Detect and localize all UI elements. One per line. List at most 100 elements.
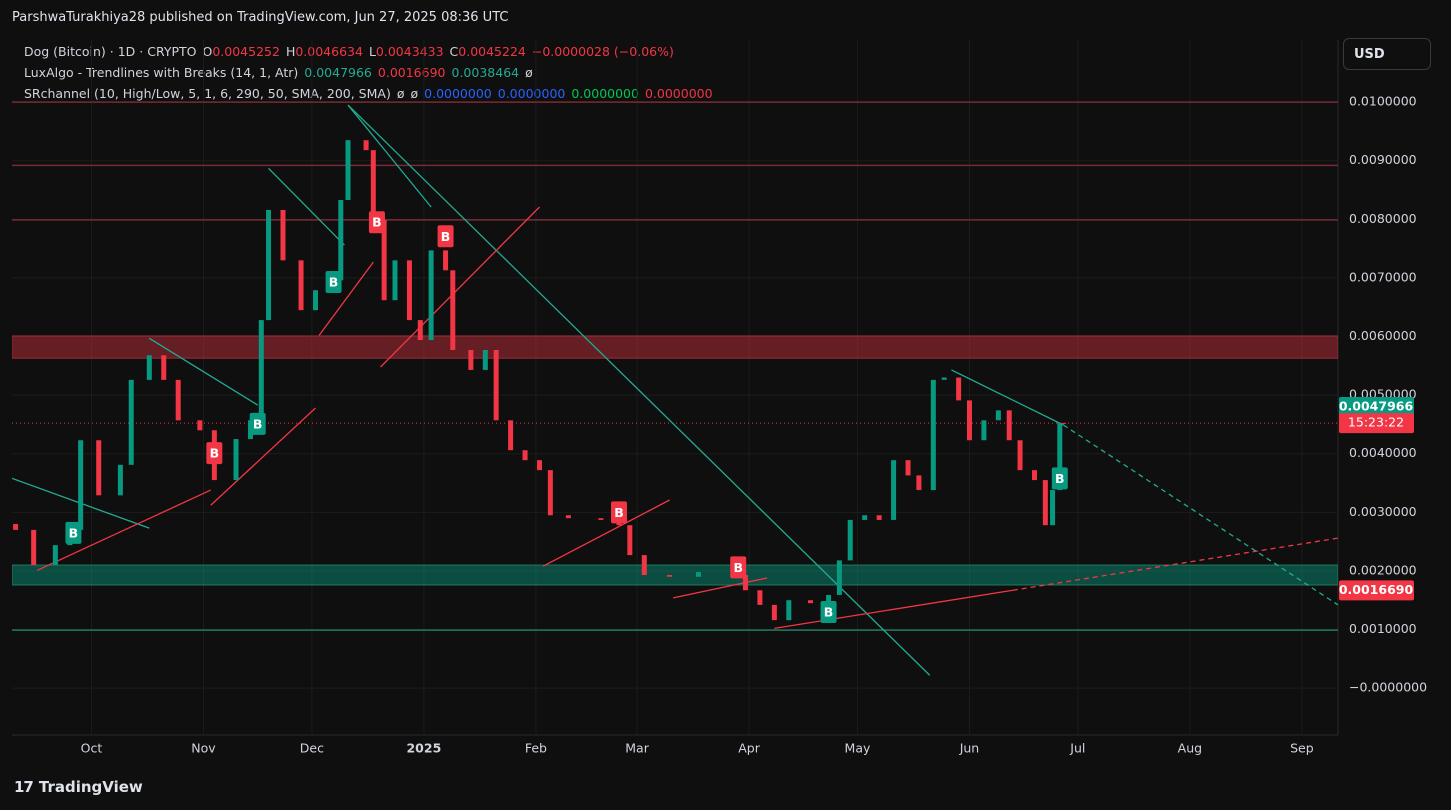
candle-body	[338, 199, 344, 281]
x-tick-label: Feb	[525, 741, 547, 756]
candle-body	[742, 575, 748, 591]
candle-body	[916, 475, 922, 491]
y-tick-label: 0.0030000	[1349, 504, 1417, 519]
legend-text: ø	[410, 86, 419, 101]
candle-body	[52, 545, 58, 566]
candle-body	[598, 518, 604, 520]
countdown: 15:23:22	[1348, 415, 1404, 430]
candle-body	[117, 464, 123, 496]
candle-body	[565, 515, 571, 519]
legend-text: 0.0000000	[497, 86, 566, 101]
candle-body	[966, 400, 972, 441]
trendline	[673, 577, 768, 599]
trendline	[1063, 424, 1338, 606]
candle-body	[1006, 410, 1012, 441]
x-tick-label: Oct	[81, 741, 103, 756]
candle-body	[280, 209, 286, 261]
candle-body	[508, 420, 514, 451]
legend-line: SRchannel (10, High/Low, 5, 1, 6, 290, 5…	[24, 86, 719, 101]
candle-body	[1057, 422, 1063, 491]
candle-body	[1042, 480, 1048, 526]
candle-body	[450, 270, 456, 350]
break-marker	[730, 556, 747, 579]
candle-body	[13, 524, 19, 530]
trendline	[774, 589, 1013, 629]
legend-text: 0.0038464	[451, 65, 520, 80]
trendline	[210, 407, 316, 506]
candle-body	[128, 379, 134, 465]
candle-body	[443, 250, 449, 271]
break-marker	[1051, 467, 1068, 490]
candle-body	[146, 355, 152, 380]
break-marker	[249, 412, 266, 435]
candle-body	[298, 260, 304, 311]
attribution: ParshwaTurakhiya28 published on TradingV…	[12, 10, 509, 25]
x-tick-label: May	[845, 741, 871, 756]
x-tick-label: Jul	[1069, 741, 1085, 756]
legend-line: LuxAlgo - Trendlines with Breaks (14, 1,…	[24, 65, 539, 80]
candle-body	[891, 460, 897, 520]
brand-name: TradingView	[38, 778, 143, 796]
y-tick-label: −0.0000000	[1349, 680, 1427, 695]
break-marker-label: B	[824, 604, 834, 619]
y-tick-label: 0.0040000	[1349, 445, 1417, 460]
break-marker-label: B	[372, 215, 382, 230]
candle-body	[258, 320, 264, 421]
candle-body	[417, 320, 423, 341]
sr-zone	[12, 564, 1338, 586]
currency-button[interactable]: USD	[1343, 38, 1431, 70]
candle-body	[930, 379, 936, 491]
break-marker	[437, 225, 454, 248]
trendline	[542, 499, 670, 567]
candle-body	[381, 219, 387, 301]
price-label: 0.0016690	[1339, 582, 1414, 597]
legend-text: ø	[525, 65, 533, 80]
trendline	[318, 261, 374, 336]
candle-body	[392, 260, 398, 301]
price-label-box	[1339, 580, 1414, 601]
candle-body	[695, 572, 701, 577]
candle-body	[905, 460, 911, 476]
candle-body	[1032, 470, 1038, 481]
candle-body	[981, 420, 987, 441]
candle-body	[757, 590, 763, 605]
candle-body	[847, 519, 853, 561]
candle-body	[826, 594, 832, 604]
candle-body	[1050, 490, 1056, 526]
break-marker	[610, 501, 627, 524]
break-marker	[820, 600, 837, 623]
candle-body	[161, 355, 167, 380]
break-marker-label: B	[614, 505, 624, 520]
candle-body	[78, 440, 84, 530]
candle-body	[406, 260, 412, 321]
legend-text: O	[202, 44, 213, 59]
legend-text: 0.0047966	[304, 65, 372, 80]
break-marker	[325, 271, 342, 294]
trendline	[37, 489, 211, 571]
break-marker-label: B	[69, 525, 79, 540]
trendline	[951, 369, 1064, 426]
candle-body	[537, 460, 543, 471]
trendline	[268, 167, 345, 246]
break-marker-label: B	[253, 416, 263, 431]
legend-text: 0.0000000	[424, 86, 492, 101]
trendline	[347, 104, 432, 208]
x-tick-label: Dec	[300, 741, 324, 756]
break-marker-label: B	[329, 275, 339, 290]
candle-body	[468, 349, 474, 370]
candle-body	[428, 250, 434, 341]
legend-text: H	[285, 44, 296, 59]
candle-body	[175, 379, 181, 421]
legend-text: C	[449, 44, 459, 59]
candle-body	[370, 150, 376, 220]
price-label: 0.0047966	[1339, 399, 1414, 414]
candle-body	[807, 600, 813, 604]
x-tick-label: Sep	[1290, 741, 1314, 756]
trendline	[148, 337, 259, 406]
y-tick-label: 0.0100000	[1349, 94, 1417, 109]
legend-text: 0.0000000	[644, 86, 713, 101]
legend-text: ø	[396, 86, 405, 101]
candle-body	[363, 140, 369, 151]
countdown-box	[1339, 413, 1414, 434]
